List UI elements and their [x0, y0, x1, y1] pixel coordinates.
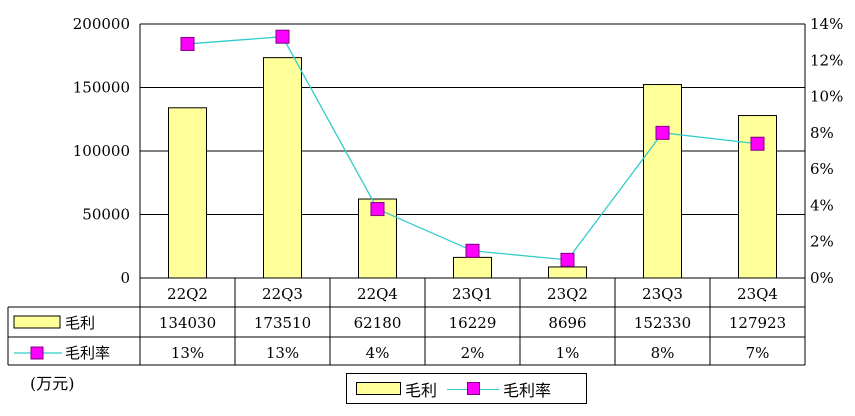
- table-line-key-marker: [30, 346, 44, 360]
- y-left-tick-label: 100000: [73, 142, 130, 160]
- y-right-tick-label: 6%: [810, 160, 834, 178]
- data-label: 152330: [634, 314, 691, 332]
- line-marker: [465, 243, 480, 258]
- data-label: 8696: [548, 314, 586, 332]
- x-tick-label: 23Q2: [547, 285, 588, 303]
- x-tick-label: 22Q2: [167, 285, 208, 303]
- bar: [263, 57, 302, 279]
- data-label: 127923: [729, 314, 786, 332]
- line-marker: [275, 29, 290, 44]
- y-left-tick-label: 150000: [73, 79, 130, 97]
- y-right-tick-label: 2%: [810, 233, 834, 251]
- data-label: 62180: [354, 314, 402, 332]
- x-tick-label: 22Q3: [262, 285, 303, 303]
- x-tick-label: 23Q3: [642, 285, 683, 303]
- bar: [453, 256, 492, 279]
- y-right-tick-label: 12%: [810, 51, 843, 69]
- x-tick-label: 22Q4: [357, 285, 398, 303]
- data-label: 16229: [449, 314, 497, 332]
- line-marker: [180, 36, 195, 51]
- unit-label: (万元): [30, 374, 75, 393]
- data-label: 2%: [461, 344, 485, 362]
- legend-line-label: 毛利率: [503, 380, 552, 400]
- line-marker: [560, 252, 575, 267]
- y-right-tick-label: 14%: [810, 15, 843, 33]
- data-label: 7%: [746, 344, 770, 362]
- x-tick-label: 23Q4: [737, 285, 778, 303]
- legend-bar-label: 毛利: [405, 380, 438, 400]
- data-label: 13%: [266, 344, 299, 362]
- y-right-tick-label: 0%: [810, 269, 834, 287]
- data-label: 13%: [171, 344, 204, 362]
- data-label: 8%: [651, 344, 675, 362]
- line-marker: [370, 202, 385, 217]
- legend-line-swatch: [447, 381, 500, 396]
- data-label: 134030: [159, 314, 216, 332]
- table-row-label-bar: 毛利: [65, 314, 95, 332]
- table-row-label-line: 毛利率: [65, 344, 110, 362]
- table-bar-key: [13, 315, 61, 329]
- data-label: 4%: [366, 344, 390, 362]
- bar: [168, 107, 207, 279]
- y-right-tick-label: 4%: [810, 196, 834, 214]
- legend-bar-swatch: [356, 382, 401, 395]
- x-tick-label: 23Q1: [452, 285, 493, 303]
- data-label: 173510: [254, 314, 311, 332]
- y-left-tick-label: 200000: [73, 15, 130, 33]
- y-right-tick-label: 8%: [810, 124, 834, 142]
- line-marker: [655, 125, 670, 140]
- y-left-tick-label: 50000: [82, 206, 130, 224]
- data-label: 1%: [556, 344, 580, 362]
- bar: [548, 266, 587, 279]
- line-marker: [750, 136, 765, 151]
- y-right-tick-label: 10%: [810, 88, 843, 106]
- legend: 毛利 毛利率: [346, 373, 587, 404]
- bar: [643, 84, 682, 279]
- y-left-tick-label: 0: [120, 269, 130, 287]
